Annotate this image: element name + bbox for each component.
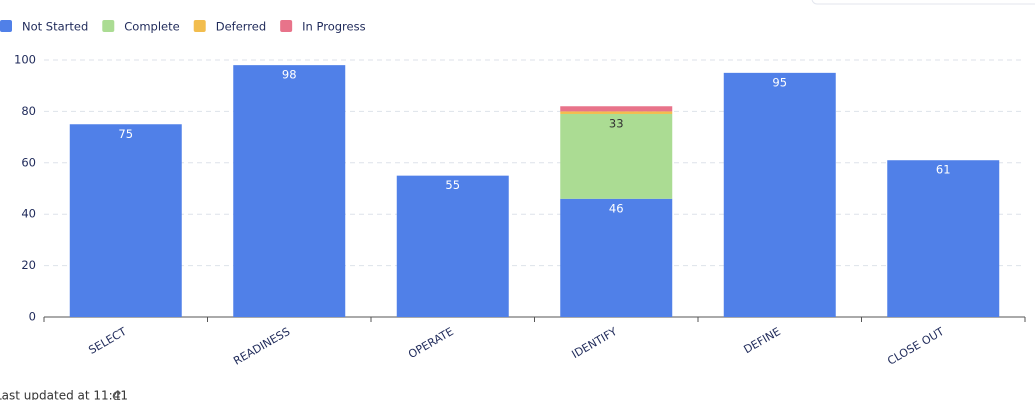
data-label: 55 xyxy=(445,178,460,192)
data-label: 95 xyxy=(772,75,787,89)
bar-segment xyxy=(560,113,673,199)
legend-label: Not Started xyxy=(22,20,88,34)
bar-segment xyxy=(560,111,673,114)
legend-swatch xyxy=(0,20,12,32)
y-tick-label: 100 xyxy=(14,53,36,67)
x-tick-label: IDENTIFY xyxy=(570,325,620,361)
data-label: 75 xyxy=(118,127,133,141)
refresh-arrow[interactable] xyxy=(117,390,121,396)
bar-segment xyxy=(233,65,346,317)
bar-segment xyxy=(396,175,509,317)
footer-text: Last updated at 11:41 xyxy=(0,389,128,400)
x-tick-label: OPERATE xyxy=(406,325,456,361)
legend-label: Complete xyxy=(124,20,179,34)
y-tick-label: 20 xyxy=(21,258,36,272)
y-tick-label: 40 xyxy=(21,207,36,221)
y-tick-label: 60 xyxy=(21,155,36,169)
x-tick-label: SELECT xyxy=(86,325,129,357)
bar-segment xyxy=(723,72,836,317)
y-tick-label: 0 xyxy=(29,310,36,324)
legend-swatch xyxy=(102,20,115,32)
bar-segment xyxy=(69,124,182,317)
data-label: 46 xyxy=(609,201,624,215)
x-tick-label: READINESS xyxy=(231,325,292,368)
legend-swatch xyxy=(280,20,293,32)
x-tick-label: DEFINE xyxy=(741,325,782,356)
panel-edge xyxy=(811,0,1035,5)
x-tick-label: CLOSE OUT xyxy=(885,325,946,368)
bar-segment xyxy=(560,198,673,317)
bar-segment xyxy=(887,160,1000,317)
y-tick-label: 80 xyxy=(21,104,36,118)
data-label: 33 xyxy=(609,116,624,130)
data-label: 98 xyxy=(282,68,297,82)
bar-segment xyxy=(560,106,673,112)
legend-swatch xyxy=(193,20,206,32)
legend-label: Deferred xyxy=(216,20,266,34)
legend-label: In Progress xyxy=(302,20,365,34)
data-label: 61 xyxy=(936,163,951,177)
